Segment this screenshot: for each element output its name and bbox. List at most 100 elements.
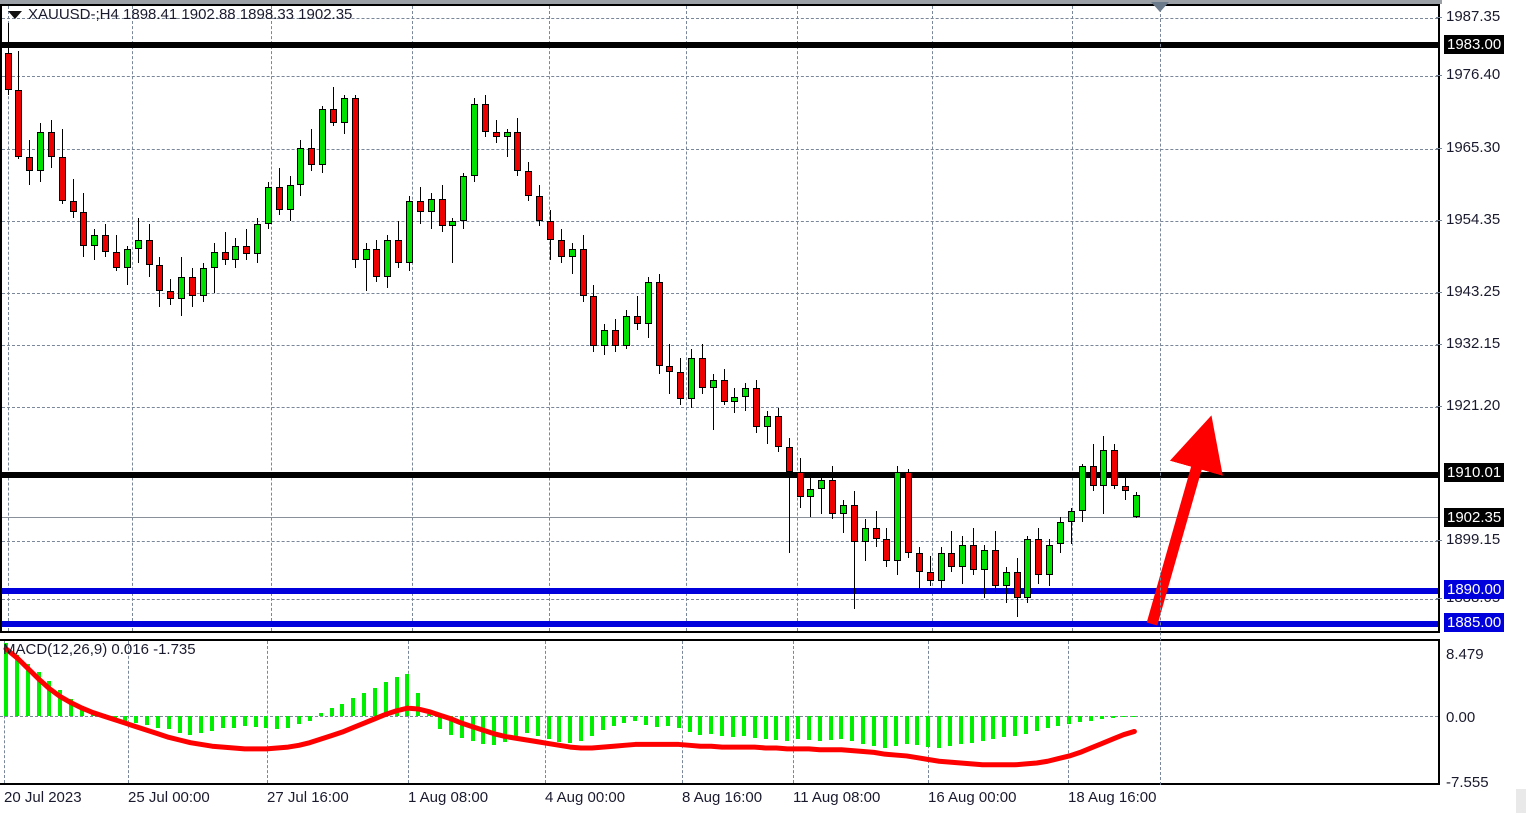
candle-body xyxy=(709,379,717,389)
candlestick xyxy=(427,6,435,631)
price-axis[interactable]: 1987.35 1983.00 1976.40 1965.30 1954.35 1943.… xyxy=(1436,0,1526,639)
candle-body xyxy=(330,109,337,124)
crosshair-vertical-line xyxy=(1160,4,1161,785)
candlestick xyxy=(275,6,283,631)
macd-histogram-bar xyxy=(861,716,866,744)
candle-body xyxy=(612,329,620,347)
price-hgridline-3 xyxy=(2,221,1438,222)
price-axis-label-1932-15: 1932.15 xyxy=(1446,335,1501,352)
candlestick xyxy=(818,6,826,631)
price-axis-tick xyxy=(1436,598,1442,599)
macd-histogram-bar xyxy=(492,716,497,746)
candle-body xyxy=(698,357,706,389)
macd-histogram-bar xyxy=(958,716,963,745)
candle-body xyxy=(275,187,283,210)
candle-wick xyxy=(951,530,953,573)
candlestick xyxy=(438,6,446,631)
chart-symbol-ohlc-label: XAUUSD-;H4 1898.41 1902.88 1898.33 1902.… xyxy=(28,6,353,23)
candle-wick xyxy=(712,374,714,431)
candlestick xyxy=(709,6,717,631)
macd-indicator-panel[interactable] xyxy=(0,639,1440,785)
candle-body xyxy=(340,98,348,124)
candle-body xyxy=(514,131,522,171)
macd-histogram-bar xyxy=(210,716,215,732)
candlestick xyxy=(1089,6,1097,631)
price-axis-label-1910-01: 1910.01 xyxy=(1444,463,1505,482)
candle-wick xyxy=(224,232,226,266)
candlestick xyxy=(731,6,739,631)
time-axis-label: 25 Jul 00:00 xyxy=(128,789,210,806)
candlestick xyxy=(232,6,240,631)
candle-wick xyxy=(842,499,844,534)
candle-wick xyxy=(213,243,215,294)
price-vgridline-5 xyxy=(686,6,687,631)
time-axis[interactable]: 20 Jul 2023 25 Jul 00:00 27 Jul 16:00 1 Aug… xyxy=(0,787,1440,813)
candle-body xyxy=(1122,485,1130,492)
price-vgridline-3 xyxy=(412,6,413,631)
macd-histogram-bar xyxy=(47,680,52,717)
candlestick xyxy=(58,6,66,631)
candle-body xyxy=(26,156,34,171)
macd-histogram-bar xyxy=(828,716,833,740)
level-line-1983-00[interactable] xyxy=(2,42,1438,48)
macd-histogram-bar xyxy=(1013,716,1018,736)
candlestick xyxy=(1024,6,1032,631)
level-line-1910-01[interactable] xyxy=(2,472,1438,478)
time-axis-label: 11 Aug 08:00 xyxy=(793,789,881,806)
macd-histogram-bar xyxy=(720,716,725,736)
candle-body xyxy=(308,148,316,166)
crosshair-top-marker-icon[interactable] xyxy=(1151,2,1169,12)
macd-histogram-bar xyxy=(362,693,367,717)
time-axis-label: 1 Aug 08:00 xyxy=(408,789,489,806)
candle-body xyxy=(1002,572,1010,587)
macd-histogram-bar xyxy=(872,716,876,747)
candlestick xyxy=(4,6,12,631)
macd-histogram-bar xyxy=(145,716,150,725)
candlestick xyxy=(633,6,641,631)
candle-wick xyxy=(810,477,812,517)
candle-body xyxy=(1035,538,1043,576)
level-line-1885-00[interactable] xyxy=(2,621,1438,627)
candle-body xyxy=(850,505,858,542)
price-axis-label-1899-15: 1899.15 xyxy=(1446,531,1501,548)
macd-histogram-bar xyxy=(579,716,584,741)
macd-axis[interactable]: 8.479 0.00 -7.555 xyxy=(1442,639,1526,791)
macd-vgridline-5 xyxy=(682,641,683,783)
macd-histogram-bar xyxy=(123,716,128,721)
candle-body xyxy=(232,245,240,260)
candle-body xyxy=(167,290,175,299)
candlestick xyxy=(210,6,218,631)
price-axis-tick xyxy=(1436,292,1442,293)
macd-histogram-bar xyxy=(1067,716,1072,725)
candle-body xyxy=(1078,466,1086,512)
candlestick xyxy=(655,6,663,631)
candle-body xyxy=(4,53,12,90)
macd-histogram-bar xyxy=(383,682,388,717)
candle-body xyxy=(785,446,793,472)
candlestick xyxy=(167,6,175,631)
candlestick xyxy=(330,6,337,631)
candlestick xyxy=(503,6,511,631)
candle-body xyxy=(384,240,392,277)
price-axis-label-1890-00: 1890.00 xyxy=(1444,580,1505,599)
candle-body xyxy=(405,201,413,263)
candlestick xyxy=(590,6,598,631)
price-hgridline-1 xyxy=(2,76,1438,77)
candlestick xyxy=(688,6,696,631)
candlestick xyxy=(156,6,164,631)
macd-histogram-bar xyxy=(850,716,855,741)
candle-body xyxy=(557,240,565,258)
triangle-down-icon[interactable] xyxy=(8,10,22,19)
candlestick xyxy=(460,6,468,631)
level-line-1890-00[interactable] xyxy=(2,588,1438,594)
candlestick xyxy=(340,6,348,631)
price-chart-panel[interactable] xyxy=(0,4,1440,633)
price-axis-label-1965-30: 1965.30 xyxy=(1446,139,1501,156)
macd-header-label: MACD(12,26,9) 0.016 -1.735 xyxy=(3,641,196,658)
macd-histogram-bar xyxy=(134,716,139,724)
level-line-1902-35[interactable] xyxy=(2,517,1438,518)
macd-histogram-bar xyxy=(969,716,974,743)
candlestick xyxy=(134,6,142,631)
macd-histogram-bar xyxy=(730,716,735,738)
candle-wick xyxy=(506,128,508,157)
